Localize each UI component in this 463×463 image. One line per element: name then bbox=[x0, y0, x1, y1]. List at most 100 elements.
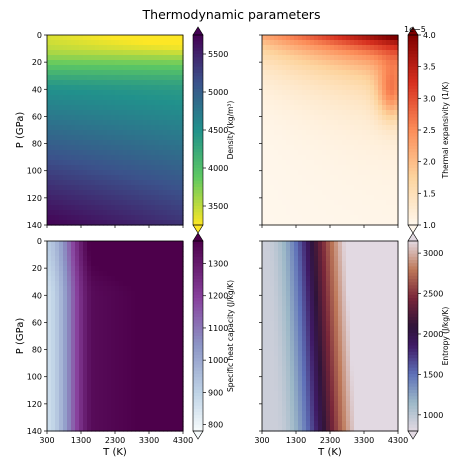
heatmap-cell bbox=[139, 401, 144, 407]
heatmap-cell bbox=[91, 160, 96, 166]
heatmap-cell bbox=[354, 301, 359, 307]
heatmap-cell bbox=[55, 416, 60, 422]
heatmap-cell bbox=[286, 165, 291, 171]
heatmap-cell bbox=[382, 130, 387, 136]
heatmap-cell bbox=[394, 65, 399, 71]
heatmap-cell bbox=[111, 185, 116, 191]
heatmap-cell bbox=[310, 100, 315, 106]
heatmap-cell bbox=[47, 316, 52, 322]
heatmap-cell bbox=[266, 170, 271, 176]
heatmap-cell bbox=[334, 45, 339, 51]
heatmap-cell bbox=[298, 296, 303, 302]
heatmap-cell bbox=[386, 125, 391, 131]
heatmap-cell bbox=[346, 160, 351, 166]
colorbar-segment bbox=[193, 44, 203, 49]
heatmap-cell bbox=[51, 170, 56, 176]
heatmap-cell bbox=[47, 135, 52, 141]
heatmap-cell bbox=[358, 45, 363, 51]
heatmap-cell bbox=[151, 195, 156, 201]
heatmap-cell bbox=[270, 155, 275, 161]
heatmap-cell bbox=[374, 261, 379, 267]
heatmap-cell bbox=[262, 35, 267, 41]
heatmap-cell bbox=[103, 261, 108, 267]
heatmap-cell bbox=[59, 215, 64, 221]
heatmap-cell bbox=[274, 155, 279, 161]
heatmap-cell bbox=[326, 180, 331, 186]
heatmap-cell bbox=[167, 311, 172, 317]
heatmap-cell bbox=[135, 170, 140, 176]
heatmap-cell bbox=[143, 170, 148, 176]
heatmap-cell bbox=[302, 316, 307, 322]
colorbar-segment bbox=[408, 190, 418, 194]
heatmap-cell bbox=[63, 180, 68, 186]
colorbar-segment bbox=[193, 355, 203, 359]
heatmap-cell bbox=[111, 306, 116, 312]
heatmap-cell bbox=[59, 271, 64, 277]
heatmap-cell bbox=[87, 361, 92, 367]
heatmap-cell bbox=[346, 306, 351, 312]
heatmap-cell bbox=[75, 210, 80, 216]
heatmap-cell bbox=[147, 251, 152, 257]
heatmap-cell bbox=[51, 256, 56, 262]
heatmap-cell bbox=[310, 220, 315, 226]
colorbar-segment bbox=[408, 120, 418, 125]
heatmap-cell bbox=[358, 246, 363, 252]
heatmap-cell bbox=[306, 165, 311, 171]
heatmap-cell bbox=[131, 100, 136, 106]
heatmap-cell bbox=[274, 85, 279, 91]
colorbar-tick-label: 3500 bbox=[208, 202, 228, 211]
heatmap-cell bbox=[155, 50, 160, 56]
heatmap-cell bbox=[350, 95, 355, 101]
heatmap-cell bbox=[135, 331, 140, 337]
heatmap-cell bbox=[103, 205, 108, 211]
heatmap-cell bbox=[179, 180, 184, 186]
heatmap-cell bbox=[63, 271, 68, 277]
heatmap-cell bbox=[99, 286, 104, 292]
heatmap-cell bbox=[314, 175, 319, 181]
heatmap-cell bbox=[282, 135, 287, 141]
heatmap-cell bbox=[318, 356, 323, 362]
heatmap-cell bbox=[163, 130, 168, 136]
heatmap-cell bbox=[83, 95, 88, 101]
heatmap-cell bbox=[175, 45, 180, 51]
heatmap-cell bbox=[314, 351, 319, 357]
heatmap-cell bbox=[99, 306, 104, 312]
heatmap-cell bbox=[51, 70, 56, 76]
heatmap-cell bbox=[163, 60, 168, 66]
heatmap-cell bbox=[330, 256, 335, 262]
heatmap-cell bbox=[294, 341, 299, 347]
heatmap-cell bbox=[290, 170, 295, 176]
heatmap-cell bbox=[366, 45, 371, 51]
heatmap-cell bbox=[167, 100, 172, 106]
heatmap-cell bbox=[262, 341, 267, 347]
heatmap-cell bbox=[318, 311, 323, 317]
heatmap-cell bbox=[346, 331, 351, 337]
heatmap-cell bbox=[159, 256, 164, 262]
heatmap-cell bbox=[290, 125, 295, 131]
heatmap-cell bbox=[107, 200, 112, 206]
heatmap-cell bbox=[123, 391, 128, 397]
heatmap-cell bbox=[179, 271, 184, 277]
heatmap-cell bbox=[51, 85, 56, 91]
heatmap-cell bbox=[282, 45, 287, 51]
heatmap-cell bbox=[103, 105, 108, 111]
heatmap-cell bbox=[334, 195, 339, 201]
heatmap-cell bbox=[99, 65, 104, 71]
heatmap-cell bbox=[155, 256, 160, 262]
heatmap-cell bbox=[119, 175, 124, 181]
heatmap-cell bbox=[91, 215, 96, 221]
heatmap-cell bbox=[51, 316, 56, 322]
heatmap-cell bbox=[131, 256, 136, 262]
heatmap-cell bbox=[147, 426, 152, 432]
heatmap-cell bbox=[342, 70, 347, 76]
heatmap-cell bbox=[382, 125, 387, 131]
heatmap-cell bbox=[115, 125, 120, 131]
colorbar-segment bbox=[193, 47, 203, 52]
heatmap-cell bbox=[143, 45, 148, 51]
heatmap-cell bbox=[350, 150, 355, 156]
heatmap-cell bbox=[55, 276, 60, 282]
heatmap-cell bbox=[119, 256, 124, 262]
heatmap-cell bbox=[95, 215, 100, 221]
heatmap-cell bbox=[334, 351, 339, 357]
heatmap-cell bbox=[266, 351, 271, 357]
